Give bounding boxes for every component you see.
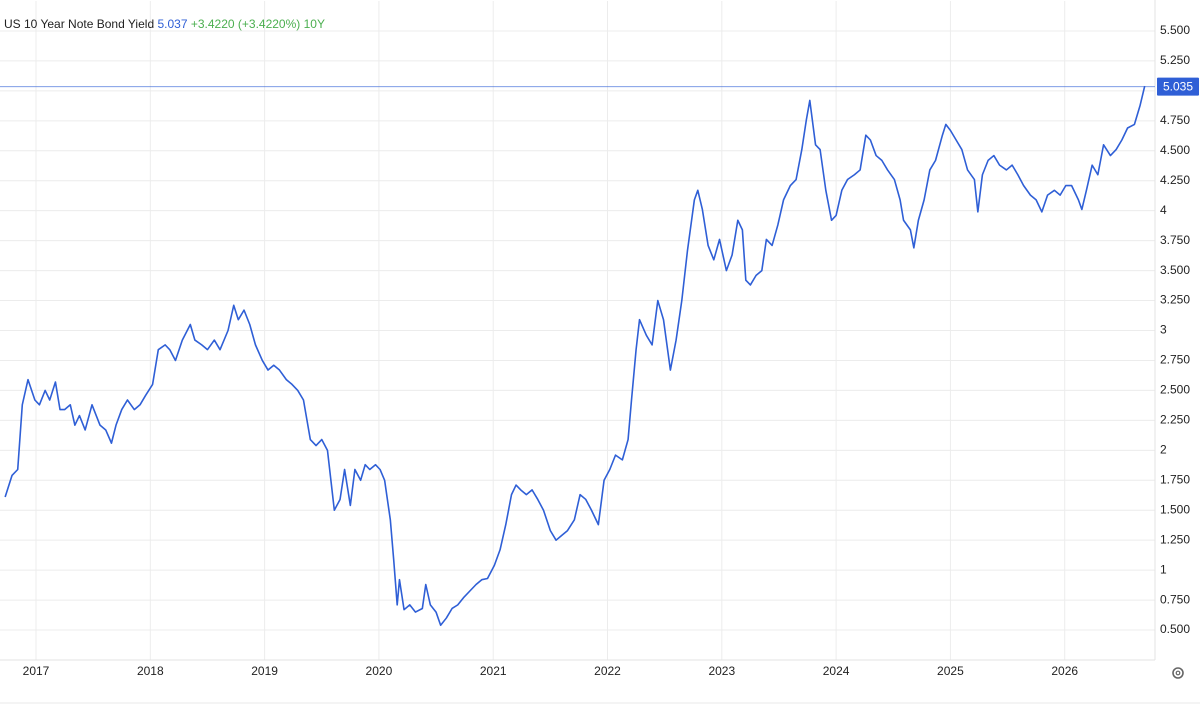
y-tick-label: 1.500: [1160, 502, 1190, 516]
x-tick-label: 2018: [137, 664, 164, 678]
gear-hub: [1175, 670, 1181, 676]
x-tick-label: 2022: [594, 664, 621, 678]
y-tick-label: 2: [1160, 442, 1167, 456]
last-price-box: [1157, 77, 1199, 96]
chart-title: US 10 Year Note Bond Yield: [4, 17, 155, 31]
x-tick-label: 2020: [366, 664, 393, 678]
y-tick-label: 1: [1160, 562, 1167, 576]
x-tick-label: 2019: [251, 664, 278, 678]
y-tick-label: 3: [1160, 323, 1167, 337]
gear-ring: [1172, 667, 1184, 679]
y-tick-label: 1.250: [1160, 532, 1190, 546]
last-price: 5.037: [157, 17, 188, 31]
header: US 10 Year Note Bond Yield 5.037 +3.4220…: [4, 17, 325, 31]
settings-icon[interactable]: [1172, 667, 1184, 679]
y-tick-label: 3.750: [1160, 233, 1190, 247]
y-tick-label: 1.750: [1160, 472, 1190, 486]
x-tick-label: 2026: [1051, 664, 1078, 678]
yield-line: [4, 85, 1146, 627]
y-tick-label: 0.500: [1160, 622, 1190, 636]
x-tick-label: 2024: [823, 664, 850, 678]
x-tick-label: 2021: [480, 664, 507, 678]
y-tick-label: 4.250: [1160, 173, 1190, 187]
x-tick-label: 2025: [937, 664, 964, 678]
x-tick-label: 2023: [708, 664, 735, 678]
y-tick-label: 5.500: [1160, 23, 1190, 37]
y-tick-label: 2.750: [1160, 353, 1190, 367]
y-tick-label: 4: [1160, 203, 1167, 217]
y-tick-label: 5.250: [1160, 53, 1190, 67]
y-tick-label: 4.500: [1160, 143, 1190, 157]
last-price-label: 5.035: [1163, 79, 1193, 93]
change: +3.4220 (+3.4220%): [190, 17, 301, 31]
x-tick-label: 2017: [23, 664, 50, 678]
y-tick-label: 0.750: [1160, 592, 1190, 606]
y-tick-label: 3.500: [1160, 263, 1190, 277]
y-tick-label: 3.250: [1160, 293, 1190, 307]
period: 10Y: [303, 17, 325, 31]
y-tick-label: 4.750: [1160, 113, 1190, 127]
y-tick-label: 2.250: [1160, 413, 1190, 427]
y-tick-label: 2.500: [1160, 383, 1190, 397]
